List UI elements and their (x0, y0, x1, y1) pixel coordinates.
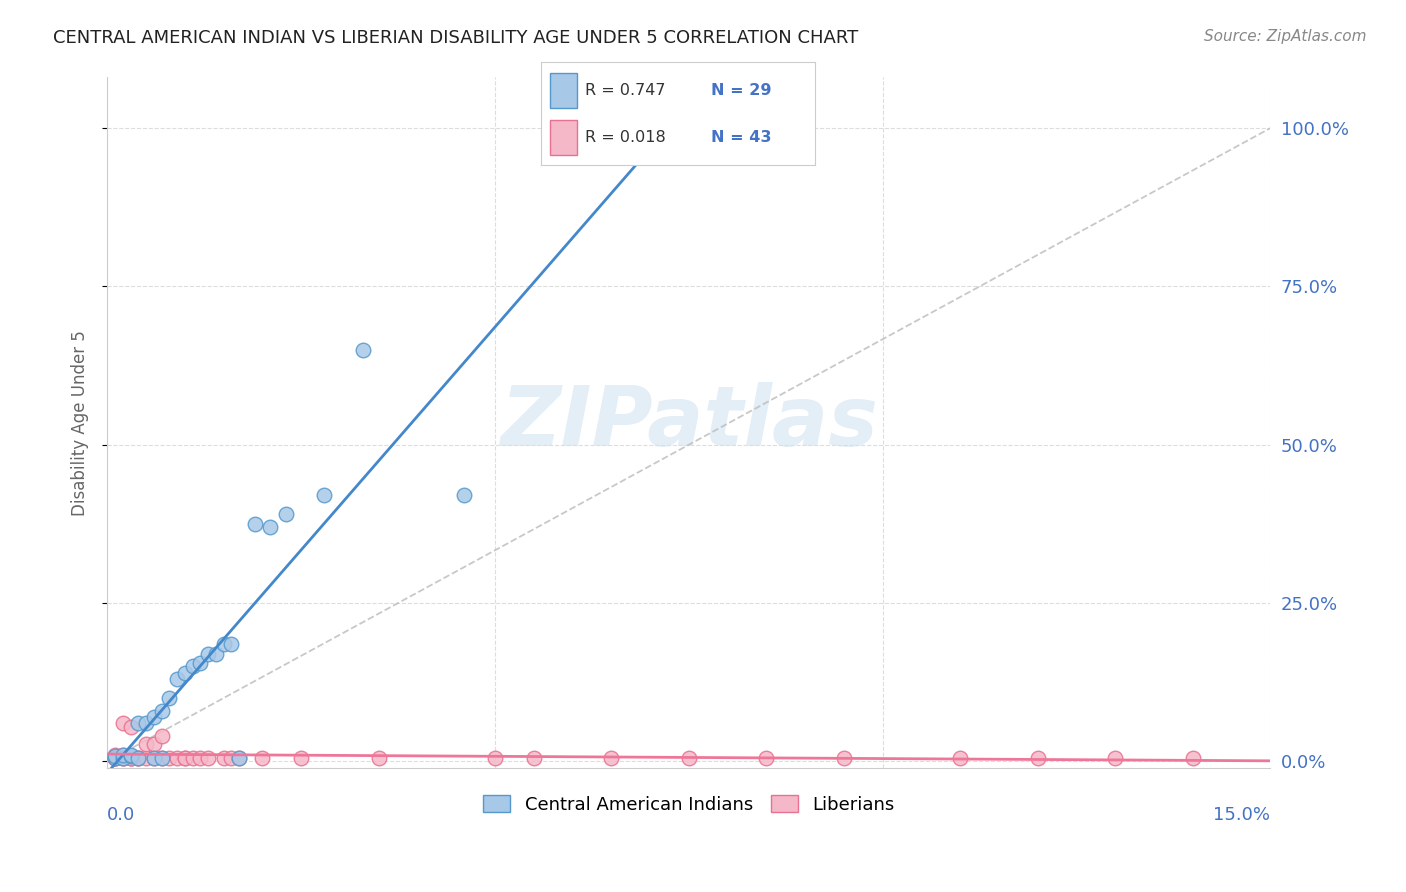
Point (1181, 751, 1204, 765)
Point (181, 659, 204, 673)
Point (173, 665, 195, 680)
Point (1026, 751, 1049, 765)
Point (274, 508, 297, 522)
Point (205, 647, 228, 661)
Point (135, 737, 157, 751)
Text: Source: ZipAtlas.com: Source: ZipAtlas.com (1204, 29, 1367, 44)
Point (104, 749, 127, 764)
Point (104, 747, 127, 762)
Point (228, 751, 250, 765)
Point (484, 751, 506, 765)
Point (197, 647, 219, 661)
Point (755, 751, 778, 765)
Point (127, 751, 149, 765)
Point (120, 751, 142, 765)
Point (150, 704, 173, 718)
Point (111, 747, 134, 762)
Point (127, 751, 149, 765)
Point (111, 747, 134, 762)
Point (142, 751, 165, 765)
Point (523, 751, 546, 765)
Point (104, 751, 127, 765)
Point (197, 751, 219, 765)
Y-axis label: Disability Age Under 5: Disability Age Under 5 (72, 330, 89, 516)
Point (181, 751, 204, 765)
Point (104, 751, 127, 765)
Point (135, 716, 157, 731)
Point (678, 751, 700, 765)
Text: N = 43: N = 43 (711, 130, 772, 145)
Text: R = 0.747: R = 0.747 (585, 83, 665, 97)
Text: 0.0: 0.0 (107, 805, 135, 823)
Point (600, 751, 623, 765)
Point (453, 488, 475, 502)
Point (120, 749, 142, 764)
Point (127, 751, 149, 765)
Point (290, 751, 312, 765)
Point (212, 637, 235, 651)
Text: ZIPatlas: ZIPatlas (501, 382, 877, 463)
Point (832, 751, 855, 765)
Point (142, 751, 165, 765)
Point (221, 637, 243, 651)
Point (173, 751, 195, 765)
Point (1104, 751, 1126, 765)
Point (120, 747, 142, 762)
Point (111, 751, 134, 765)
Text: CENTRAL AMERICAN INDIAN VS LIBERIAN DISABILITY AGE UNDER 5 CORRELATION CHART: CENTRAL AMERICAN INDIAN VS LIBERIAN DISA… (53, 29, 859, 46)
Point (150, 751, 173, 765)
Point (949, 751, 972, 765)
FancyBboxPatch shape (550, 73, 576, 108)
Point (135, 751, 157, 765)
Point (166, 751, 188, 765)
FancyBboxPatch shape (550, 120, 576, 155)
Point (142, 710, 165, 724)
Point (111, 751, 134, 765)
Point (150, 751, 173, 765)
Point (120, 720, 142, 734)
Point (157, 691, 180, 706)
Point (252, 751, 274, 765)
Point (150, 729, 173, 743)
Point (212, 751, 235, 765)
Point (259, 520, 281, 534)
Point (188, 751, 211, 765)
Point (221, 751, 243, 765)
Point (173, 751, 195, 765)
Point (111, 716, 134, 731)
Point (120, 751, 142, 765)
Point (157, 751, 180, 765)
Point (188, 657, 211, 671)
Point (104, 751, 127, 765)
Point (127, 716, 149, 731)
Point (243, 516, 266, 531)
Point (142, 737, 165, 751)
Point (228, 751, 250, 765)
Point (120, 751, 142, 765)
Text: R = 0.018: R = 0.018 (585, 130, 666, 145)
Point (367, 751, 389, 765)
Text: 15.0%: 15.0% (1213, 805, 1271, 823)
Point (104, 751, 127, 765)
Point (352, 343, 374, 357)
Point (166, 672, 188, 686)
Text: N = 29: N = 29 (711, 83, 772, 97)
Legend: Central American Indians, Liberians: Central American Indians, Liberians (475, 788, 901, 821)
Point (111, 751, 134, 765)
Point (314, 488, 336, 502)
